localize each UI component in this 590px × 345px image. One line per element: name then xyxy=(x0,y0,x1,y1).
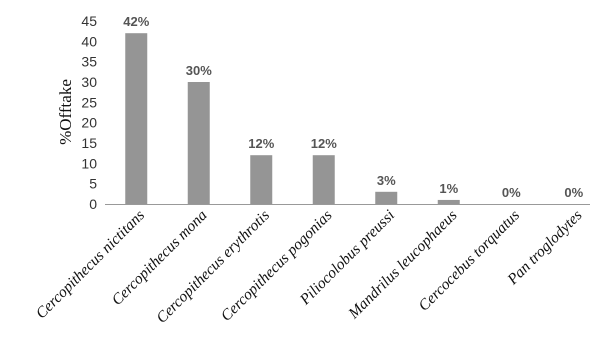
bar xyxy=(312,155,335,204)
bar xyxy=(250,155,273,204)
data-label: 0% xyxy=(564,185,583,200)
y-tick-label: 30 xyxy=(81,74,97,90)
data-label: 0% xyxy=(502,185,521,200)
category-label: Cercopithecus pogonias xyxy=(218,207,336,325)
y-axis-title: %Offtake xyxy=(56,79,75,145)
bar xyxy=(375,191,398,204)
category-label: Mandrilus leucophaeus xyxy=(345,207,461,323)
bar xyxy=(125,33,148,205)
y-tick-label: 40 xyxy=(81,33,97,49)
bars xyxy=(125,33,460,205)
data-label: 3% xyxy=(377,173,396,188)
y-tick-label: 35 xyxy=(81,54,97,70)
y-tick-label: 0 xyxy=(89,196,97,212)
data-labels: 42% 30% 12% 12% 3% 1% 0% 0% xyxy=(123,14,583,200)
data-label: 12% xyxy=(248,136,274,151)
category-label: Cercopithecus erythrotis xyxy=(153,207,273,327)
category-label: Cercopithecus nictitans xyxy=(33,207,148,322)
y-tick-label: 5 xyxy=(89,176,97,192)
y-tick-label: 10 xyxy=(81,155,97,171)
bar xyxy=(437,199,460,204)
y-axis: 0 5 10 15 20 25 30 35 40 45 xyxy=(81,13,97,212)
bar xyxy=(187,82,210,204)
data-label: 42% xyxy=(123,14,149,29)
data-label: 1% xyxy=(439,181,458,196)
y-tick-label: 15 xyxy=(81,135,97,151)
y-tick-label: 45 xyxy=(81,13,97,29)
y-tick-label: 25 xyxy=(81,94,97,110)
data-label: 12% xyxy=(311,136,337,151)
data-label: 30% xyxy=(186,63,212,78)
y-tick-label: 20 xyxy=(81,115,97,131)
